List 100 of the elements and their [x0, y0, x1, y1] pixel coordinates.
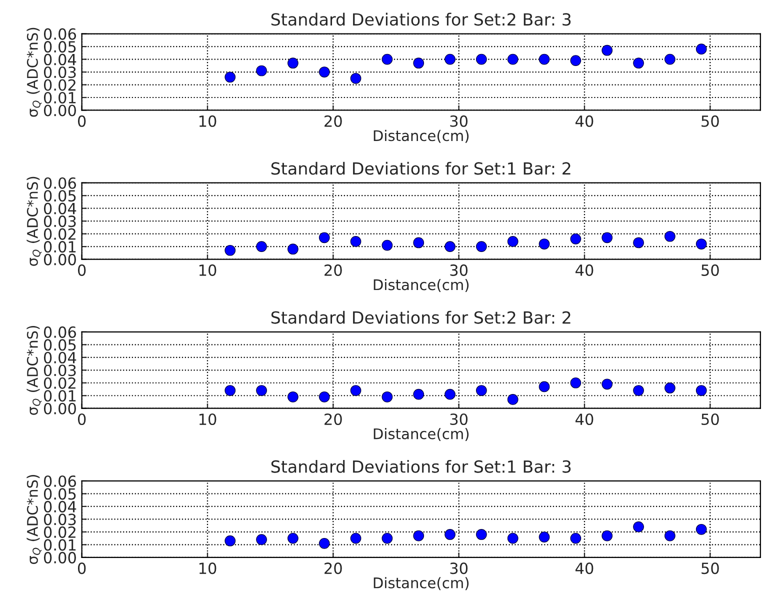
y-axis-title: σ$_{Q}$ (ADC*nS) — [26, 475, 42, 564]
x-tick-label: 30 — [450, 562, 468, 574]
point — [602, 44, 613, 56]
point — [318, 232, 330, 244]
point — [288, 532, 298, 544]
point — [413, 58, 424, 69]
y-tick-label: 0.02 — [44, 228, 76, 240]
y-tick-label: 0.01 — [44, 390, 76, 402]
point — [570, 233, 582, 244]
point — [664, 382, 676, 394]
point — [476, 241, 487, 252]
y-axis-title: σ$_{Q}$ (ADC*nS) — [26, 176, 42, 266]
point — [350, 385, 362, 396]
x-tick-label: 10 — [199, 264, 216, 276]
x-axis-title: Distance(cm) — [374, 278, 469, 292]
point — [696, 44, 707, 55]
point — [224, 535, 236, 546]
point — [538, 532, 550, 542]
point — [382, 240, 393, 251]
point — [350, 236, 362, 247]
y-tick-label: 0.03 — [44, 66, 76, 78]
point — [696, 385, 707, 396]
point — [538, 238, 550, 250]
point — [570, 532, 582, 544]
point — [256, 385, 267, 396]
point — [382, 532, 393, 544]
point — [664, 230, 676, 242]
point — [382, 391, 393, 402]
x-tick-label: 20 — [324, 115, 342, 127]
point — [696, 238, 707, 250]
y-axis-title: σ$_{Q}$ (ADC*nS) — [26, 326, 42, 415]
x-tick-label: 50 — [702, 264, 719, 276]
point — [507, 54, 518, 65]
point — [664, 530, 676, 542]
y-tick-label: 0.05 — [44, 339, 76, 351]
point — [602, 530, 613, 542]
y-tick-label: 0.00 — [44, 402, 76, 414]
point — [507, 236, 518, 247]
chart-title: Standard Deviations for Set:2 Bar: 2 — [271, 310, 570, 324]
point — [224, 244, 236, 256]
chart-title: Standard Deviations for Set:1 Bar: 2 — [271, 162, 570, 175]
point — [476, 54, 487, 65]
point — [444, 241, 456, 252]
point — [476, 529, 487, 540]
y-tick-label: 0.05 — [44, 41, 76, 53]
y-tick-label: 0.04 — [44, 500, 76, 512]
point — [444, 54, 456, 65]
point — [633, 58, 644, 69]
point — [256, 534, 267, 546]
x-tick-label: 10 — [199, 562, 216, 574]
point — [633, 521, 644, 532]
y-tick-label: 0.01 — [44, 241, 76, 253]
x-tick-label: 50 — [702, 562, 719, 574]
x-tick-label: 0 — [78, 413, 86, 426]
point — [633, 237, 644, 248]
point — [602, 232, 613, 244]
y-tick-label: 0.06 — [44, 475, 76, 487]
point — [318, 391, 330, 402]
x-axis-title: Distance(cm) — [374, 428, 469, 442]
y-tick-label: 0.00 — [44, 254, 76, 266]
x-tick-label: 50 — [702, 413, 719, 426]
x-tick-label: 40 — [576, 562, 594, 574]
point — [507, 532, 518, 544]
point — [256, 241, 267, 252]
y-tick-label: 0.03 — [44, 216, 76, 228]
point — [413, 530, 424, 542]
point — [318, 66, 330, 78]
x-axis-title: Distance(cm) — [374, 130, 469, 143]
x-tick-label: 30 — [450, 413, 468, 426]
point — [664, 54, 676, 65]
chart-title: Standard Deviations for Set:1 Bar: 3 — [271, 460, 571, 473]
point — [382, 54, 393, 65]
x-tick-label: 10 — [199, 115, 216, 127]
y-tick-label: 0.02 — [44, 79, 76, 91]
point — [476, 385, 487, 396]
point — [538, 381, 550, 392]
point — [696, 524, 707, 535]
point — [444, 388, 456, 400]
point — [224, 385, 236, 396]
x-tick-label: 40 — [576, 264, 594, 276]
point — [507, 394, 518, 405]
point — [288, 58, 298, 69]
x-tick-label: 30 — [450, 115, 468, 127]
y-tick-label: 0.01 — [44, 539, 76, 551]
point — [570, 55, 582, 66]
x-tick-label: 30 — [450, 264, 468, 276]
y-tick-label: 0.04 — [44, 202, 76, 214]
x-tick-label: 0 — [78, 115, 86, 127]
point — [633, 385, 644, 396]
point — [602, 378, 613, 390]
x-axis-title: Distance(cm) — [374, 577, 469, 590]
y-tick-label: 0.06 — [44, 28, 76, 40]
point — [318, 538, 330, 549]
y-tick-label: 0.05 — [44, 190, 76, 202]
y-tick-label: 0.03 — [44, 514, 76, 526]
point — [256, 65, 267, 76]
y-tick-label: 0.04 — [44, 54, 76, 66]
y-tick-label: 0.02 — [44, 377, 76, 389]
x-tick-label: 10 — [199, 413, 216, 426]
point — [570, 377, 582, 388]
